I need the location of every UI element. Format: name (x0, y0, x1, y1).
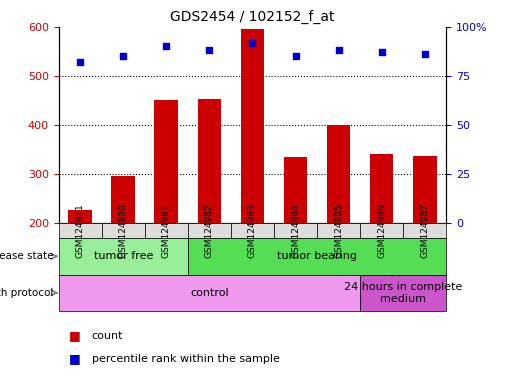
Text: GSM124982: GSM124982 (205, 203, 213, 258)
Point (205, 47, 213, 53)
Text: GSM124981: GSM124981 (161, 203, 171, 258)
Bar (369, 154, 393, 223)
Text: count: count (92, 331, 123, 341)
Text: GSM124987: GSM124987 (419, 203, 429, 258)
Text: GSM124986: GSM124986 (377, 203, 385, 258)
Text: tumor bearing: tumor bearing (276, 251, 356, 262)
Bar (154, 100, 178, 223)
Bar (283, 157, 307, 223)
Text: GSM124911: GSM124911 (75, 203, 84, 258)
Text: growth protocol: growth protocol (0, 288, 53, 298)
Text: tumor free: tumor free (93, 251, 153, 262)
Text: GSM124983: GSM124983 (247, 203, 257, 258)
Bar (68, 210, 92, 223)
Bar (412, 156, 436, 223)
Bar (326, 125, 350, 223)
Bar (197, 99, 221, 223)
Bar (111, 176, 135, 223)
Text: percentile rank within the sample: percentile rank within the sample (92, 354, 279, 364)
Point (248, 40, 256, 46)
Text: ■: ■ (69, 353, 80, 366)
Point (76, 59, 84, 65)
Text: GSM124985: GSM124985 (333, 203, 343, 258)
Title: GDS2454 / 102152_f_at: GDS2454 / 102152_f_at (170, 10, 334, 25)
Point (291, 53, 299, 59)
Text: ■: ■ (69, 329, 80, 343)
Text: disease state: disease state (0, 251, 53, 262)
Text: 24 hours in complete
medium: 24 hours in complete medium (344, 282, 462, 304)
Point (334, 47, 342, 53)
Point (420, 51, 428, 57)
Point (162, 43, 170, 50)
Text: GSM124984: GSM124984 (291, 203, 299, 258)
Bar (240, 29, 264, 223)
Point (377, 49, 385, 55)
Text: control: control (190, 288, 228, 298)
Text: GSM124980: GSM124980 (119, 203, 127, 258)
Point (119, 53, 127, 59)
